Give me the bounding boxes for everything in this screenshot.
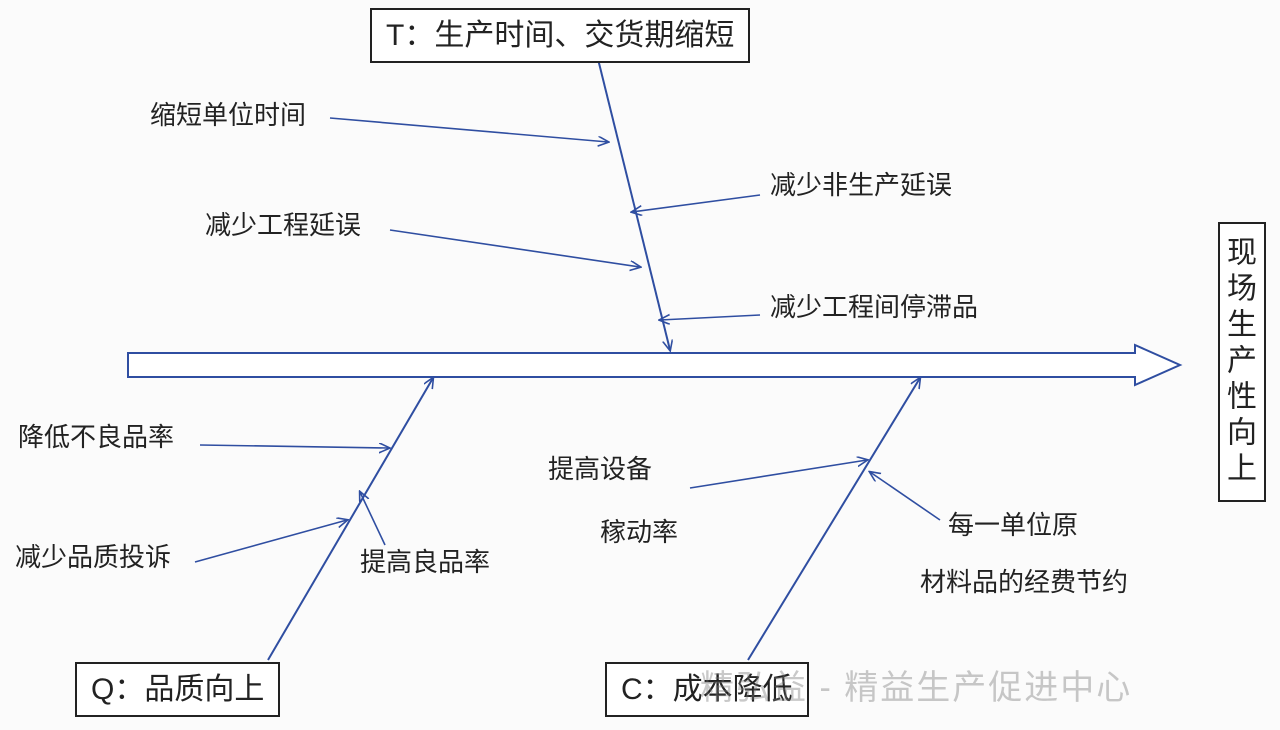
cause-t3 [632,195,760,212]
watermark-text: 精弘益 - 精益生产促进中心 [700,660,1132,709]
cause-c2 [870,472,940,520]
fishbone-diagram: T：生产时间、交货期缩短 Q：品质向上 C：成本降低 现场生产性向上 缩短单位时… [0,0,1280,730]
fishbone-head: 现场生产性向上 [1218,222,1266,502]
cause-label-t4: 减少工程间停滞品 [770,290,978,325]
category-box-q: Q：品质向上 [75,662,280,717]
cause-label-c1a: 提高设备 [548,452,652,487]
spine-arrow [128,345,1180,385]
bone-t [597,55,670,350]
cause-q2 [195,520,347,562]
cause-label-t1: 缩短单位时间 [150,98,306,133]
cause-label-t2: 减少工程延误 [205,208,361,243]
cause-q3 [360,492,385,545]
cause-label-c2a: 每一单位原 [948,508,1078,543]
cause-label-c2b: 材料品的经费节约 [920,565,1128,600]
cause-label-c1b: 稼动率 [600,515,678,550]
cause-label-q1: 降低不良品率 [18,420,174,455]
cause-q1 [200,445,389,448]
cause-label-q2: 减少品质投诉 [15,540,171,575]
cause-c1 [690,460,867,488]
cause-t1 [330,118,608,142]
bone-q [268,378,433,660]
cause-label-t3: 减少非生产延误 [770,168,952,203]
cause-t2 [390,230,640,267]
cause-label-q3: 提高良品率 [360,545,490,580]
cause-t4 [660,315,760,320]
category-box-t: T：生产时间、交货期缩短 [370,8,750,63]
bone-c [748,378,920,660]
